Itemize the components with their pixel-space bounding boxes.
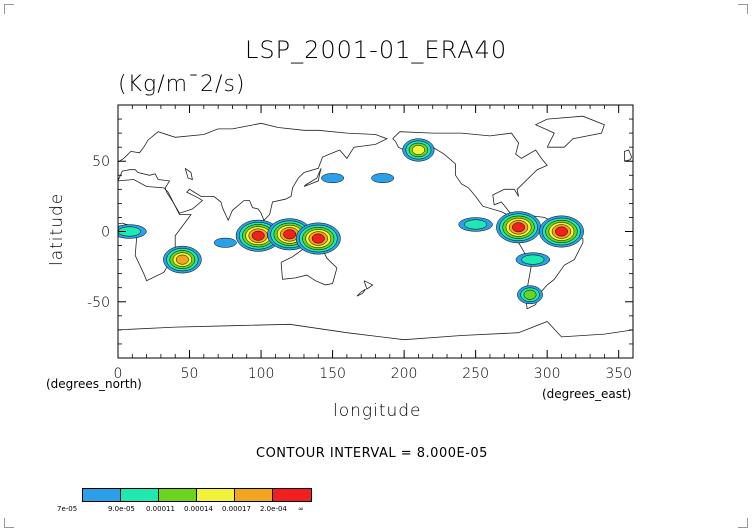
colorbar-tick-label: 0.00011 (146, 505, 175, 513)
contour-level-2 (464, 219, 488, 230)
chart-subtitle: (Kg/m¯2/s) (118, 72, 246, 97)
precip-feature (458, 217, 493, 232)
x-tick-label: 350 (605, 366, 632, 382)
x-tick-label: 200 (391, 366, 418, 382)
precip-feature (163, 245, 202, 274)
y-tick-label: 50 (92, 154, 110, 170)
precip-feature (371, 173, 395, 184)
colorbar (82, 488, 312, 502)
frame-corner-top-left (4, 4, 14, 14)
coastline-segment (363, 280, 374, 290)
coastline-segment (118, 321, 633, 341)
coastline-segment (118, 122, 388, 222)
contour-interval-text: CONTOUR INTERVAL = 8.000E-05 (256, 446, 488, 461)
contour-level-6 (512, 222, 526, 233)
colorbar-segment (197, 489, 235, 501)
y-tick-label: -50 (87, 295, 110, 311)
precipitation-contours (118, 138, 584, 305)
colorbar-tick-label: 0.00017 (222, 505, 251, 513)
coastline-segment (356, 288, 366, 297)
colorbar-tick-label: 0.00014 (184, 505, 213, 513)
precip-feature (213, 237, 237, 248)
precip-feature (118, 224, 147, 239)
colorbar-tick-label: 7e-05 (57, 505, 78, 513)
precip-feature (402, 138, 435, 162)
coastline-segment (303, 168, 322, 187)
coastline-segment (534, 115, 605, 148)
colorbar-segment (159, 489, 197, 501)
x-tick-label: 300 (534, 366, 561, 382)
x-tick-label: 150 (319, 366, 346, 382)
coastline-segment (392, 131, 548, 221)
x-tick-label: 100 (248, 366, 275, 382)
x-tick-label: 50 (181, 366, 199, 382)
colorbar-tick-label: 9.0e-05 (108, 505, 135, 513)
precip-feature (321, 173, 345, 184)
y-tick-label: 0 (101, 225, 110, 241)
contour-level-5 (175, 254, 189, 265)
contour-level-3 (523, 289, 537, 300)
x-axis-label: longitude (333, 401, 422, 421)
x-tick-label: 0 (114, 366, 123, 382)
colorbar-segment (235, 489, 273, 501)
chart-title: LSP_2001-01_ERA40 (245, 36, 508, 64)
precip-feature (295, 222, 341, 255)
axis-ticks: 0 50 100 150 200 250 300 350 -50 0 50 (87, 105, 633, 382)
contour-level-6 (283, 229, 297, 240)
frame-corner-bottom-left (4, 518, 14, 528)
contour-level-2 (521, 254, 545, 265)
coastline-segment (624, 149, 633, 162)
colorbar-segment (83, 489, 121, 501)
contour-level-6 (555, 226, 568, 237)
contour-level-1 (371, 173, 395, 184)
precip-feature (496, 211, 542, 244)
colorbar-tick-label: 2.0e-04 (260, 505, 287, 513)
frame-corner-bottom-right (738, 518, 748, 528)
precip-feature (539, 215, 584, 248)
coastline-segment (184, 167, 193, 181)
y-unit-note: (degrees_north) (46, 377, 142, 391)
y-axis-label: latitude (47, 192, 67, 266)
contour-level-6 (251, 230, 265, 241)
precip-feature (515, 252, 551, 267)
precip-feature (517, 285, 543, 305)
contour-level-6 (311, 233, 325, 244)
colorbar-segment (273, 489, 311, 501)
colorbar-segment (121, 489, 159, 501)
contour-level-4 (411, 145, 425, 155)
x-unit-note: (degrees_east) (542, 387, 632, 401)
frame-corner-top-right (738, 4, 748, 14)
colorbar-tick-label: ∞ (298, 505, 304, 513)
contour-level-1 (213, 237, 237, 248)
x-tick-label: 250 (462, 366, 489, 382)
contour-level-1 (321, 173, 345, 184)
